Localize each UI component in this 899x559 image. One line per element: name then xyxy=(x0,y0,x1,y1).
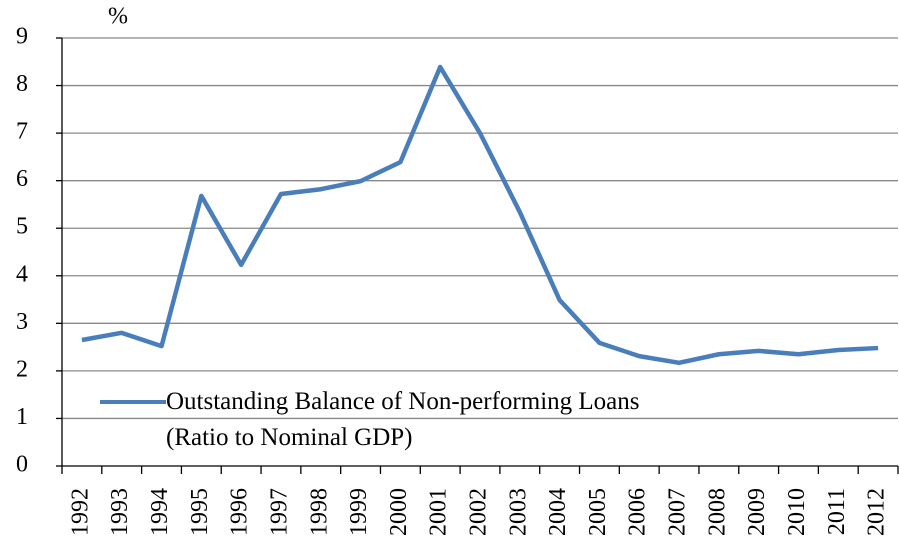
x-tick-label: 1996 xyxy=(227,488,253,536)
y-tick-label: 7 xyxy=(16,119,28,145)
x-tick-label: 1993 xyxy=(107,488,133,536)
y-tick-label: 9 xyxy=(16,24,28,50)
y-tick-label: 5 xyxy=(16,214,28,240)
x-tick-label: 2006 xyxy=(625,488,651,536)
y-tick-label: 1 xyxy=(16,404,28,430)
x-tick-label: 1997 xyxy=(266,488,292,536)
x-tick-label: 1994 xyxy=(147,488,173,536)
y-tick-label: 4 xyxy=(16,261,28,287)
x-tick-label: 2002 xyxy=(466,488,492,536)
x-tick-label: 2010 xyxy=(784,488,810,536)
y-unit: % xyxy=(108,4,128,30)
x-tick-label: 2012 xyxy=(864,488,890,536)
x-tick-label: 2007 xyxy=(665,488,691,536)
x-tick-label: 2011 xyxy=(824,488,850,535)
x-tick-label: 2009 xyxy=(744,488,770,536)
y-tick-label: 0 xyxy=(16,452,28,478)
x-tick-label: 1998 xyxy=(306,488,332,536)
y-tick-label: 6 xyxy=(16,166,28,192)
x-tick-label: 1992 xyxy=(67,488,93,536)
y-tick-label: 3 xyxy=(16,309,28,335)
x-tick-label: 2004 xyxy=(545,488,571,536)
x-tick-label: 2003 xyxy=(505,488,531,536)
x-tick-label: 2000 xyxy=(386,488,412,536)
x-tick-label: 2001 xyxy=(426,488,452,536)
x-tick-label: 1995 xyxy=(187,488,213,536)
legend-swatch xyxy=(100,400,166,404)
legend-label: Outstanding Balance of Non-performing Lo… xyxy=(166,388,640,451)
legend: Outstanding Balance of Non-performing Lo… xyxy=(100,384,640,456)
x-tick-label: 1999 xyxy=(346,488,372,536)
x-tick-label: 2008 xyxy=(704,488,730,536)
y-tick-label: 8 xyxy=(16,71,28,97)
x-tick-label: 2005 xyxy=(585,488,611,536)
data-line xyxy=(81,64,879,366)
y-tick-label: 2 xyxy=(16,356,28,382)
